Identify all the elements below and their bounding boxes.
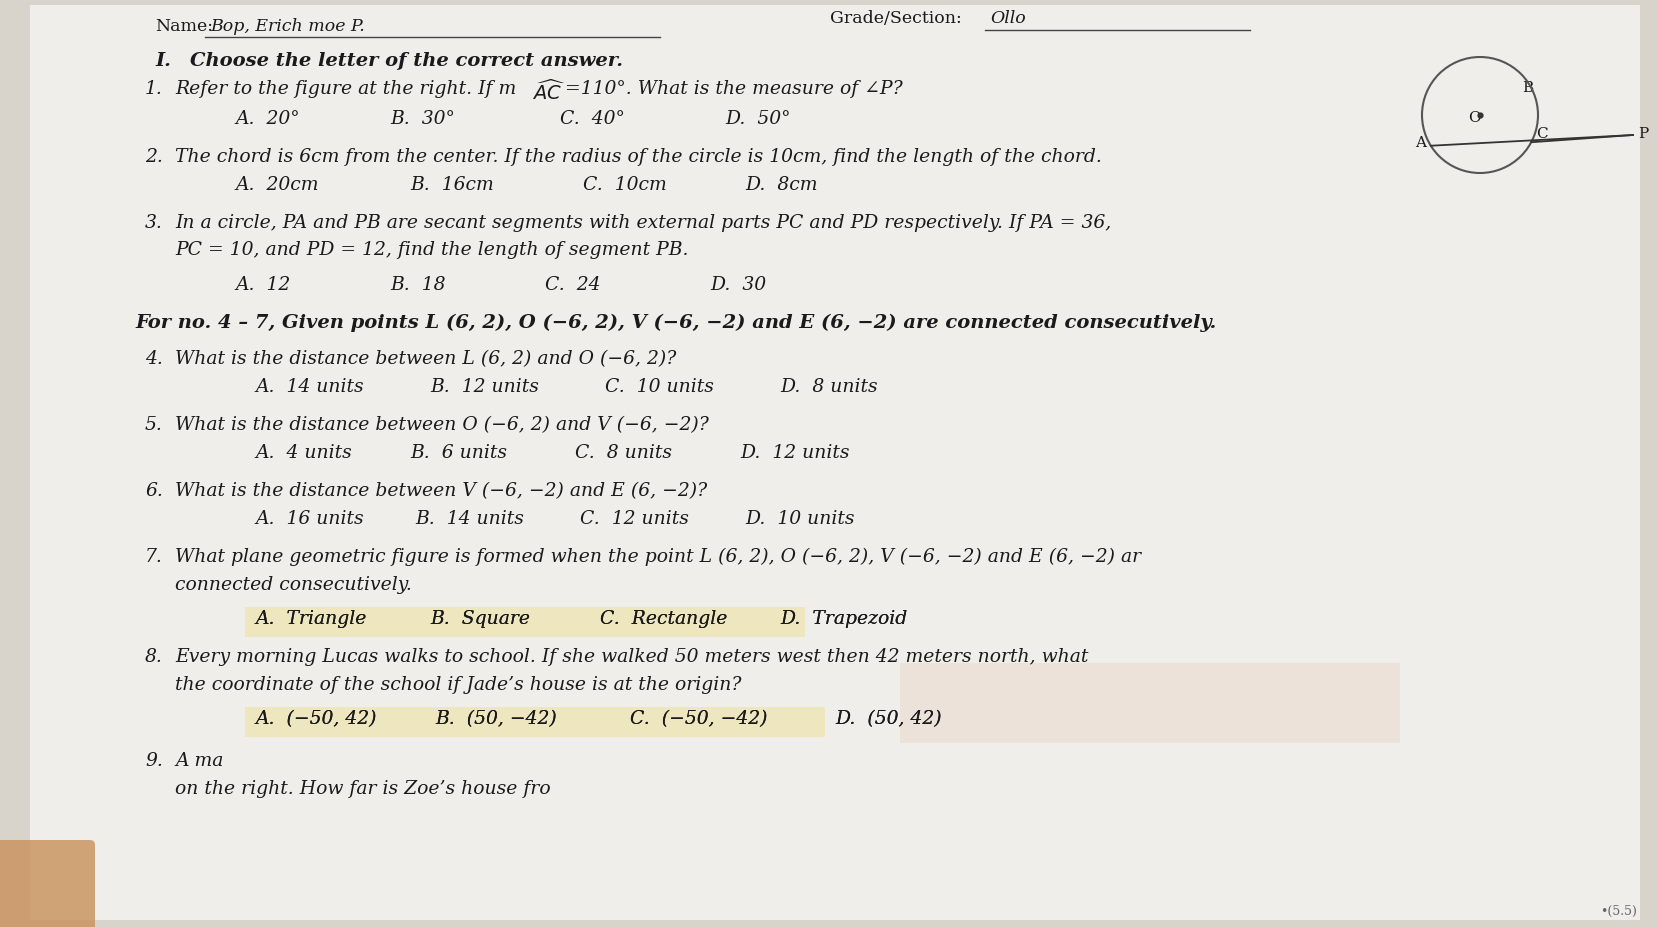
Text: Name:: Name: xyxy=(156,18,214,35)
Text: D.  (50, 42): D. (50, 42) xyxy=(835,710,941,728)
FancyBboxPatch shape xyxy=(245,707,825,737)
FancyBboxPatch shape xyxy=(30,5,1640,920)
Text: A.  Triangle: A. Triangle xyxy=(255,610,366,628)
Text: D.  8cm: D. 8cm xyxy=(746,176,817,194)
Text: For no. 4 – 7, Given points L (6, 2), O (−6, 2), V (−6, −2) and E (6, −2) are co: For no. 4 – 7, Given points L (6, 2), O … xyxy=(134,314,1216,332)
Text: B.  6 units: B. 6 units xyxy=(409,444,507,462)
Text: C.  12 units: C. 12 units xyxy=(580,510,689,528)
Text: 2.: 2. xyxy=(146,148,162,166)
Text: 9.: 9. xyxy=(146,752,162,770)
Text: C.  40°: C. 40° xyxy=(560,110,625,128)
Text: B.  Square: B. Square xyxy=(431,610,530,628)
Text: B.  16cm: B. 16cm xyxy=(409,176,494,194)
Text: C.  (−50, −42): C. (−50, −42) xyxy=(630,710,767,728)
Text: B.  (50, −42): B. (50, −42) xyxy=(436,710,557,728)
Text: I.: I. xyxy=(156,52,171,70)
Text: 1.: 1. xyxy=(146,80,162,98)
Text: What plane geometric figure is formed when the point L (6, 2), O (−6, 2), V (−6,: What plane geometric figure is formed wh… xyxy=(176,548,1142,566)
Text: A.  Triangle: A. Triangle xyxy=(255,610,366,628)
Text: D.  Trapezoid: D. Trapezoid xyxy=(780,610,908,628)
Text: B.  Square: B. Square xyxy=(431,610,530,628)
Text: Refer to the figure at the right. If m: Refer to the figure at the right. If m xyxy=(176,80,517,98)
Text: What is the distance between L (6, 2) and O (−6, 2)?: What is the distance between L (6, 2) an… xyxy=(176,350,676,368)
Text: B: B xyxy=(1521,82,1533,95)
Text: D.  (50, 42): D. (50, 42) xyxy=(835,710,941,728)
Text: C.  10 units: C. 10 units xyxy=(605,378,714,396)
Text: A.  (−50, 42): A. (−50, 42) xyxy=(255,710,376,728)
FancyBboxPatch shape xyxy=(900,663,1400,743)
Text: 3.: 3. xyxy=(146,214,162,232)
Text: 8.: 8. xyxy=(146,648,162,666)
Text: Every morning Lucas walks to school. If she walked 50 meters west then 42 meters: Every morning Lucas walks to school. If … xyxy=(176,648,1089,666)
Text: A.  20cm: A. 20cm xyxy=(235,176,318,194)
Text: 7.: 7. xyxy=(146,548,162,566)
Text: C.  Rectangle: C. Rectangle xyxy=(600,610,727,628)
Text: the coordinate of the school if Jade’s house is at the origin?: the coordinate of the school if Jade’s h… xyxy=(176,676,741,694)
Text: 4.: 4. xyxy=(146,350,162,368)
Text: C: C xyxy=(1536,127,1548,141)
Text: D.  12 units: D. 12 units xyxy=(741,444,850,462)
Text: B.  (50, −42): B. (50, −42) xyxy=(436,710,557,728)
Text: $\widehat{AC}$: $\widehat{AC}$ xyxy=(532,80,565,105)
Text: A: A xyxy=(1415,135,1425,150)
Text: What is the distance between V (−6, −2) and E (6, −2)?: What is the distance between V (−6, −2) … xyxy=(176,482,708,500)
FancyBboxPatch shape xyxy=(0,840,94,927)
Text: P: P xyxy=(1639,127,1649,141)
Text: =110°. What is the measure of ∠P?: =110°. What is the measure of ∠P? xyxy=(565,80,903,98)
Text: Bop, Erich moe P.: Bop, Erich moe P. xyxy=(210,18,365,35)
Text: B.  30°: B. 30° xyxy=(389,110,456,128)
Text: Grade/Section:: Grade/Section: xyxy=(830,10,961,27)
Text: C.  (−50, −42): C. (−50, −42) xyxy=(630,710,767,728)
Text: C.  Rectangle: C. Rectangle xyxy=(600,610,727,628)
Text: A.  14 units: A. 14 units xyxy=(255,378,363,396)
Text: connected consecutively.: connected consecutively. xyxy=(176,576,413,594)
Text: C.  24: C. 24 xyxy=(545,276,600,294)
Text: D.  50°: D. 50° xyxy=(726,110,790,128)
Text: 6.: 6. xyxy=(146,482,162,500)
Text: A.  4 units: A. 4 units xyxy=(255,444,351,462)
Text: B.  18: B. 18 xyxy=(389,276,446,294)
Text: on the right. How far is Zoe’s house fro: on the right. How far is Zoe’s house fro xyxy=(176,780,550,798)
Text: D.  8 units: D. 8 units xyxy=(780,378,878,396)
Text: The chord is 6cm from the center. If the radius of the circle is 10cm, find the : The chord is 6cm from the center. If the… xyxy=(176,148,1102,166)
Text: B.  12 units: B. 12 units xyxy=(431,378,539,396)
Text: D.  10 units: D. 10 units xyxy=(746,510,855,528)
Text: A.  20°: A. 20° xyxy=(235,110,300,128)
Text: A.  12: A. 12 xyxy=(235,276,290,294)
Text: •(5.5): •(5.5) xyxy=(1601,905,1637,918)
Text: What is the distance between O (−6, 2) and V (−6, −2)?: What is the distance between O (−6, 2) a… xyxy=(176,416,709,434)
Text: Choose the letter of the correct answer.: Choose the letter of the correct answer. xyxy=(191,52,623,70)
Text: C.  10cm: C. 10cm xyxy=(583,176,666,194)
Text: In a circle, PA and PB are secant segments with external parts PC and PD respect: In a circle, PA and PB are secant segmen… xyxy=(176,214,1112,232)
Text: O: O xyxy=(1468,111,1481,125)
Text: A ma: A ma xyxy=(176,752,224,770)
Text: C.  8 units: C. 8 units xyxy=(575,444,673,462)
Text: D.  30: D. 30 xyxy=(709,276,766,294)
Text: A.  (−50, 42): A. (−50, 42) xyxy=(255,710,376,728)
FancyBboxPatch shape xyxy=(245,607,805,637)
Text: 5.: 5. xyxy=(146,416,162,434)
Text: A.  16 units: A. 16 units xyxy=(255,510,363,528)
Text: Ollo: Ollo xyxy=(989,10,1026,27)
Text: PC = 10, and PD = 12, find the length of segment PB.: PC = 10, and PD = 12, find the length of… xyxy=(176,241,689,259)
Text: D.  Trapezoid: D. Trapezoid xyxy=(780,610,908,628)
Text: B.  14 units: B. 14 units xyxy=(414,510,524,528)
